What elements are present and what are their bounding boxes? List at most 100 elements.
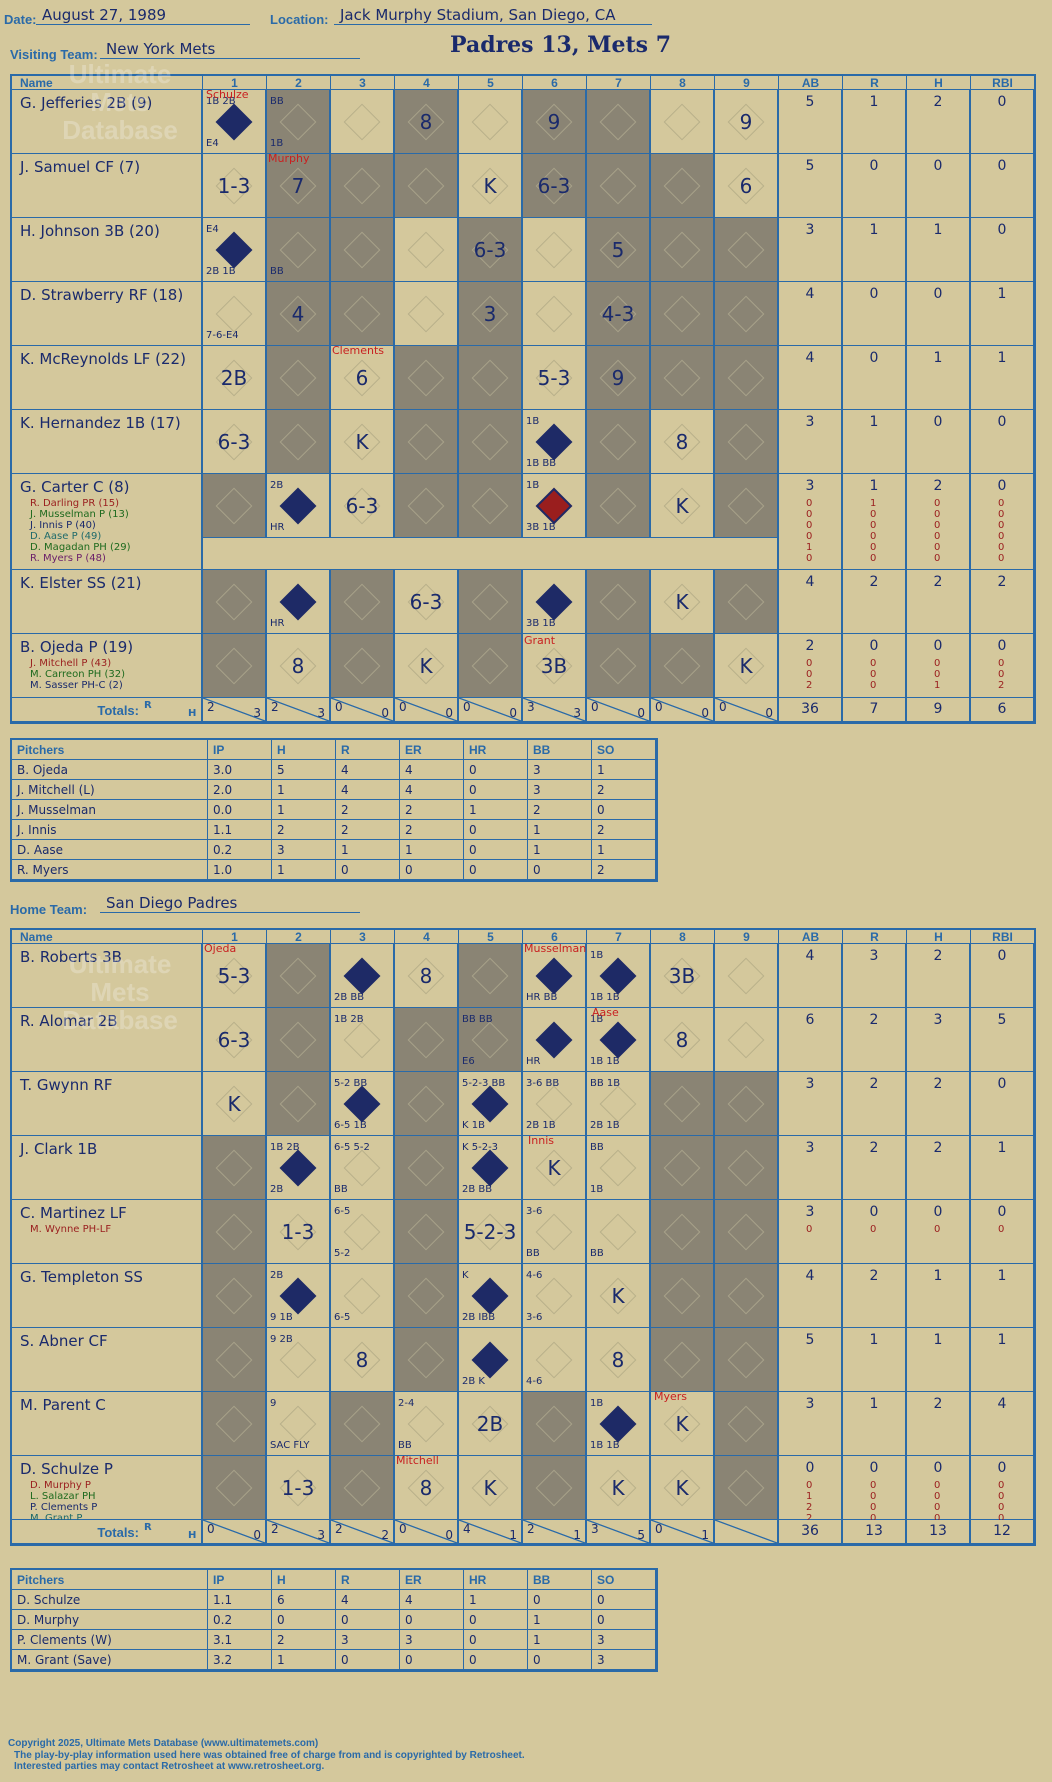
- inning-cell[interactable]: [458, 570, 522, 634]
- inning-cell[interactable]: [650, 570, 714, 634]
- inning-cell[interactable]: [394, 944, 458, 1008]
- inning-cell[interactable]: [714, 1136, 778, 1200]
- inning-cell[interactable]: [266, 410, 330, 474]
- inning-cell[interactable]: [458, 1200, 522, 1264]
- inning-cell[interactable]: [522, 1072, 586, 1136]
- inning-cell[interactable]: [330, 1136, 394, 1200]
- inning-cell[interactable]: [522, 1328, 586, 1392]
- inning-cell[interactable]: [458, 1328, 522, 1392]
- inning-cell[interactable]: [202, 410, 266, 474]
- inning-cell[interactable]: [202, 1136, 266, 1200]
- inning-cell[interactable]: [266, 1008, 330, 1072]
- inning-cell[interactable]: [522, 346, 586, 410]
- inning-cell[interactable]: [458, 474, 522, 538]
- inning-cell[interactable]: [202, 90, 266, 154]
- inning-cell[interactable]: [458, 634, 522, 698]
- inning-cell[interactable]: [202, 1392, 266, 1456]
- inning-cell[interactable]: [650, 410, 714, 474]
- inning-cell[interactable]: [330, 282, 394, 346]
- inning-cell[interactable]: [394, 1264, 458, 1328]
- inning-cell[interactable]: [522, 944, 586, 1008]
- inning-cell[interactable]: [650, 1072, 714, 1136]
- inning-cell[interactable]: [202, 1072, 266, 1136]
- inning-cell[interactable]: [586, 1072, 650, 1136]
- inning-cell[interactable]: [266, 1456, 330, 1520]
- inning-cell[interactable]: [394, 570, 458, 634]
- inning-cell[interactable]: [650, 1136, 714, 1200]
- inning-cell[interactable]: [266, 218, 330, 282]
- inning-cell[interactable]: [522, 634, 586, 698]
- inning-cell[interactable]: [458, 1456, 522, 1520]
- inning-cell[interactable]: [586, 218, 650, 282]
- inning-cell[interactable]: [330, 474, 394, 538]
- inning-cell[interactable]: [330, 1456, 394, 1520]
- inning-cell[interactable]: [458, 1392, 522, 1456]
- inning-cell[interactable]: [330, 154, 394, 218]
- inning-cell[interactable]: [650, 474, 714, 538]
- inning-cell[interactable]: [330, 218, 394, 282]
- inning-cell[interactable]: [394, 346, 458, 410]
- inning-cell[interactable]: [650, 944, 714, 1008]
- inning-cell[interactable]: [330, 1200, 394, 1264]
- inning-cell[interactable]: [394, 1008, 458, 1072]
- inning-cell[interactable]: [650, 90, 714, 154]
- inning-cell[interactable]: [202, 474, 266, 538]
- inning-cell[interactable]: [330, 1008, 394, 1072]
- inning-cell[interactable]: [522, 474, 586, 538]
- inning-cell[interactable]: [586, 944, 650, 1008]
- inning-cell[interactable]: [650, 282, 714, 346]
- inning-cell[interactable]: [394, 634, 458, 698]
- inning-cell[interactable]: [202, 944, 266, 1008]
- inning-cell[interactable]: [202, 1456, 266, 1520]
- inning-cell[interactable]: [330, 634, 394, 698]
- inning-cell[interactable]: [714, 346, 778, 410]
- inning-cell[interactable]: [586, 410, 650, 474]
- inning-cell[interactable]: [650, 218, 714, 282]
- inning-cell[interactable]: [522, 154, 586, 218]
- inning-cell[interactable]: [394, 410, 458, 474]
- inning-cell[interactable]: [650, 1328, 714, 1392]
- inning-cell[interactable]: [266, 634, 330, 698]
- inning-cell[interactable]: [266, 90, 330, 154]
- inning-cell[interactable]: [522, 1136, 586, 1200]
- inning-cell[interactable]: [458, 90, 522, 154]
- inning-cell[interactable]: [330, 944, 394, 1008]
- inning-cell[interactable]: [714, 218, 778, 282]
- inning-cell[interactable]: [714, 1200, 778, 1264]
- inning-cell[interactable]: [714, 154, 778, 218]
- inning-cell[interactable]: [586, 1200, 650, 1264]
- inning-cell[interactable]: [330, 1392, 394, 1456]
- inning-cell[interactable]: [714, 1392, 778, 1456]
- inning-cell[interactable]: [522, 1200, 586, 1264]
- inning-cell[interactable]: [202, 282, 266, 346]
- inning-cell[interactable]: [586, 570, 650, 634]
- inning-cell[interactable]: [522, 90, 586, 154]
- inning-cell[interactable]: [522, 410, 586, 474]
- inning-cell[interactable]: [266, 282, 330, 346]
- inning-cell[interactable]: [202, 1264, 266, 1328]
- inning-cell[interactable]: [330, 1264, 394, 1328]
- inning-cell[interactable]: [650, 1264, 714, 1328]
- inning-cell[interactable]: [714, 90, 778, 154]
- inning-cell[interactable]: [586, 154, 650, 218]
- inning-cell[interactable]: [202, 634, 266, 698]
- inning-cell[interactable]: [202, 1200, 266, 1264]
- inning-cell[interactable]: [266, 346, 330, 410]
- inning-cell[interactable]: [330, 1072, 394, 1136]
- inning-cell[interactable]: [586, 1264, 650, 1328]
- inning-cell[interactable]: [522, 570, 586, 634]
- inning-cell[interactable]: [394, 218, 458, 282]
- inning-cell[interactable]: [586, 634, 650, 698]
- inning-cell[interactable]: [522, 1392, 586, 1456]
- inning-cell[interactable]: [650, 634, 714, 698]
- inning-cell[interactable]: [458, 1072, 522, 1136]
- inning-cell[interactable]: [714, 570, 778, 634]
- inning-cell[interactable]: [266, 1200, 330, 1264]
- inning-cell[interactable]: [394, 1200, 458, 1264]
- inning-cell[interactable]: [202, 218, 266, 282]
- inning-cell[interactable]: [586, 346, 650, 410]
- inning-cell[interactable]: [714, 474, 778, 538]
- inning-cell[interactable]: [586, 1136, 650, 1200]
- inning-cell[interactable]: [522, 1456, 586, 1520]
- inning-cell[interactable]: [394, 474, 458, 538]
